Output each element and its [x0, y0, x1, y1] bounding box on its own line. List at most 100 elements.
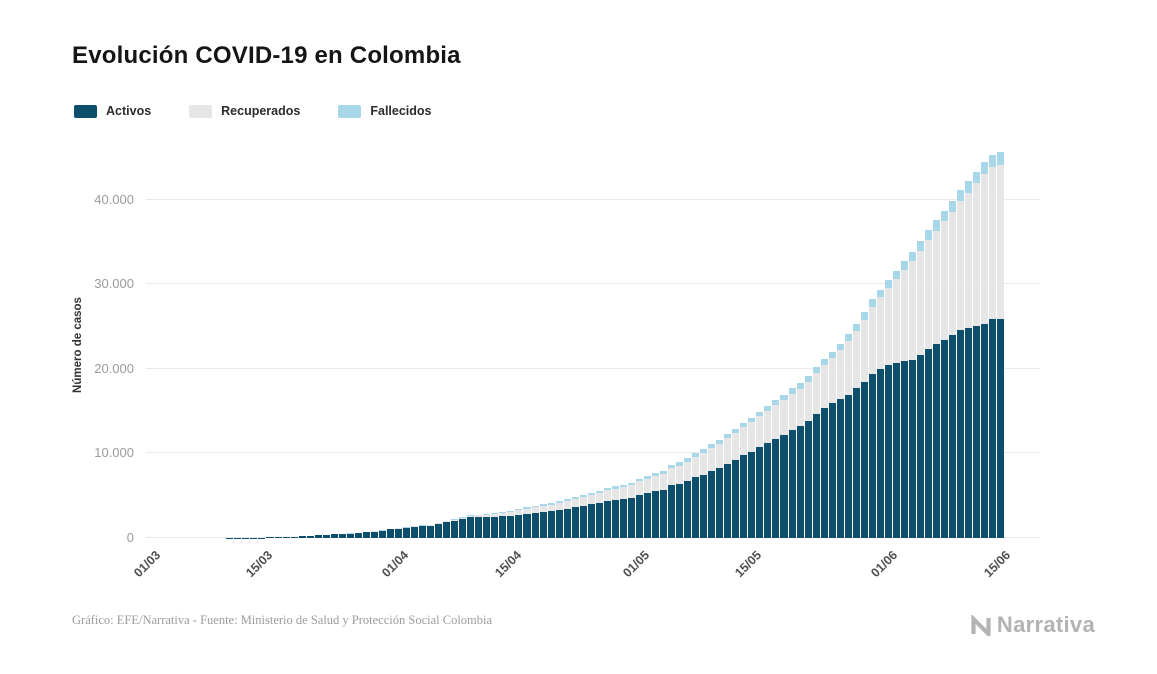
bar-segment-recuperados	[941, 221, 949, 340]
bar	[403, 149, 411, 538]
bar	[820, 149, 828, 538]
bar	[314, 149, 322, 538]
bar-segment-fallecidos	[941, 210, 949, 222]
bar-segment-fallecidos	[804, 376, 812, 382]
bar-segment-recuperados	[949, 211, 957, 335]
bar-segment-recuperados	[852, 330, 860, 389]
bar-segment-fallecidos	[483, 513, 491, 515]
bar-segment-fallecidos	[515, 508, 523, 511]
bar-segment-recuperados	[828, 358, 836, 403]
bar-segment-activos	[908, 359, 916, 538]
bar	[194, 149, 201, 538]
bar-segment-activos	[941, 339, 949, 538]
bar-segment-fallecidos	[475, 514, 483, 516]
bars-layer	[146, 149, 1005, 538]
bar-segment-fallecidos	[892, 270, 900, 280]
bar	[378, 149, 386, 538]
gridline	[146, 283, 1040, 285]
bar-segment-activos	[748, 451, 756, 538]
bar-segment-activos	[740, 455, 748, 538]
bar	[354, 149, 362, 538]
bar-segment-activos	[660, 489, 668, 538]
bar	[724, 149, 732, 538]
bar-segment-recuperados	[403, 527, 411, 529]
bar-segment-fallecidos	[547, 502, 555, 505]
bar-segment-recuperados	[844, 341, 852, 395]
bar-segment-activos	[860, 381, 868, 538]
bar-segment-recuperados	[643, 479, 651, 494]
legend-swatch	[338, 104, 362, 118]
bar-segment-fallecidos	[467, 515, 475, 516]
y-tick-labels: 0 10.000 20.000 30.000 40.000	[84, 149, 134, 545]
bar-segment-recuperados	[836, 350, 844, 400]
bar-segment-activos	[547, 511, 555, 538]
bar-segment-recuperados	[523, 508, 531, 514]
bar	[218, 149, 226, 538]
bar-segment-activos	[563, 509, 571, 538]
bar-segment-activos	[362, 532, 370, 538]
bar	[555, 149, 563, 538]
bar-segment-fallecidos	[499, 511, 507, 513]
bar-segment-activos	[571, 507, 579, 538]
x-tick-labels: 01/03 15/03 01/04 15/04 01/05 15/05 01/06 15/06	[131, 538, 1013, 598]
bar-segment-recuperados	[684, 461, 692, 481]
bar	[595, 149, 603, 538]
bar-segment-activos	[619, 498, 627, 538]
bar-segment-activos	[780, 434, 788, 538]
bar-segment-activos	[378, 530, 386, 538]
legend-item-recuperados: Recuperados	[189, 104, 300, 118]
bar-segment-fallecidos	[595, 490, 603, 493]
bar-segment-activos	[282, 536, 290, 538]
page-title: Evolución COVID-19 en Colombia	[72, 42, 461, 69]
bar-segment-recuperados	[475, 515, 483, 518]
legend-swatch	[189, 104, 213, 118]
bar-segment-activos	[515, 514, 523, 538]
chart-legend: Activos Recuperados Fallecidos	[74, 104, 470, 118]
bar-segment-activos	[676, 483, 684, 538]
bar-segment-fallecidos	[531, 505, 539, 508]
bar-segment-activos	[338, 533, 346, 538]
bar-segment-recuperados	[459, 517, 467, 520]
bar-segment-fallecidos	[660, 470, 668, 474]
bar	[226, 149, 234, 538]
bar-segment-fallecidos	[732, 428, 740, 434]
bar	[619, 149, 627, 538]
bar	[692, 149, 700, 538]
bar-segment-activos	[973, 326, 981, 538]
bar-segment-recuperados	[507, 511, 515, 516]
bar	[370, 149, 378, 538]
bar-segment-recuperados	[627, 485, 635, 498]
bar-segment-fallecidos	[965, 181, 973, 193]
bar	[908, 149, 916, 538]
bar-segment-fallecidos	[740, 422, 748, 428]
bar	[740, 149, 748, 538]
bar-segment-activos	[651, 491, 659, 538]
bar-segment-fallecidos	[828, 352, 836, 359]
legend-item-activos: Activos	[74, 104, 151, 118]
bar-segment-activos	[772, 438, 780, 538]
bar-segment-activos	[884, 364, 892, 538]
bar-segment-activos	[499, 516, 507, 538]
bar-segment-recuperados	[467, 515, 475, 518]
bar-segment-activos	[467, 517, 475, 538]
bar	[539, 149, 547, 538]
bar	[306, 149, 314, 538]
bar-segment-recuperados	[491, 513, 499, 517]
bar-segment-fallecidos	[603, 487, 611, 490]
bar-segment-recuperados	[933, 230, 941, 345]
bar-segment-activos	[298, 536, 306, 538]
bar-segment-recuperados	[579, 496, 587, 506]
bar-segment-fallecidos	[844, 334, 852, 342]
bar-segment-recuperados	[515, 510, 523, 515]
bar-segment-recuperados	[611, 488, 619, 500]
bar-segment-activos	[981, 323, 989, 538]
bar-segment-fallecidos	[949, 200, 957, 212]
bar	[684, 149, 692, 538]
bar-segment-activos	[668, 485, 676, 538]
bar-segment-fallecidos	[900, 261, 908, 271]
bar-segment-activos	[523, 513, 531, 538]
bar-segment-activos	[419, 526, 427, 538]
narrativa-logo-icon	[971, 614, 991, 636]
bar-segment-recuperados	[692, 456, 700, 478]
bar-segment-recuperados	[676, 465, 684, 484]
